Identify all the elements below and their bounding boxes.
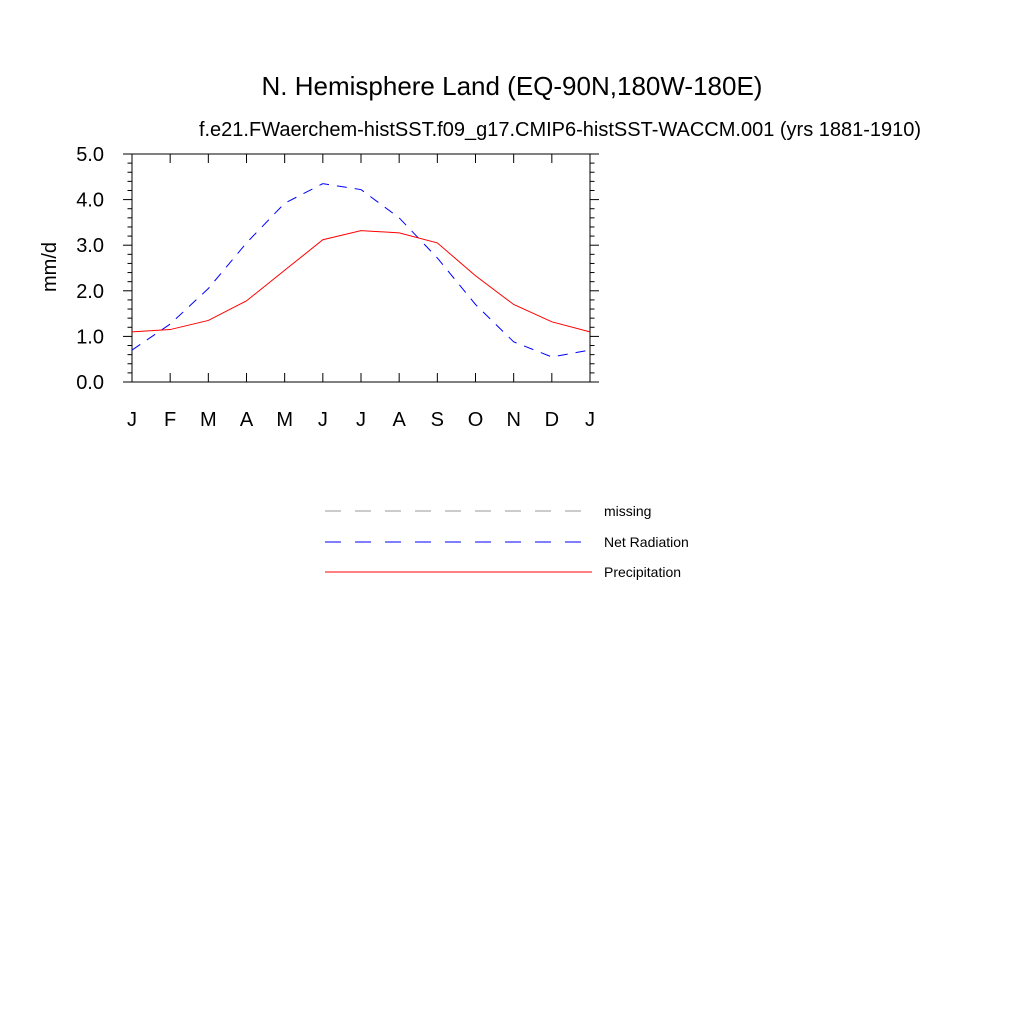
x-tick-label: N — [506, 409, 520, 431]
y-axis-label: mm/d — [39, 242, 61, 292]
x-tick-label: D — [545, 409, 559, 431]
plot-axes: J F M A M J J A S O N D J0.01.02.03.04.05.0 — [76, 144, 599, 431]
series-layer — [131, 183, 591, 358]
legend-label: missing — [604, 503, 651, 519]
x-tick-label: J — [356, 409, 366, 431]
legend-label: Net Radiation — [604, 534, 689, 550]
y-tick-label: 3.0 — [76, 235, 104, 257]
y-tick-label: 0.0 — [76, 372, 104, 394]
y-tick-label: 4.0 — [76, 190, 104, 212]
legend-label: Precipitation — [604, 564, 681, 580]
x-tick-label: A — [240, 409, 254, 431]
plot-frame — [131, 153, 591, 383]
x-tick-label: O — [468, 409, 484, 431]
x-tick-label: J — [318, 409, 328, 431]
legend: missing Net Radiation Precipitation — [325, 503, 689, 580]
x-tick-label: M — [200, 409, 217, 431]
series-line-net-radiation — [131, 183, 591, 358]
x-tick-label: M — [276, 409, 293, 431]
chart-title: N. Hemisphere Land (EQ-90N,180W-180E) — [262, 71, 763, 101]
y-tick-label: 2.0 — [76, 281, 104, 303]
x-tick-label: F — [164, 409, 176, 431]
y-tick-label: 5.0 — [76, 144, 104, 166]
x-tick-label: S — [431, 409, 444, 431]
x-tick-label: A — [392, 409, 406, 431]
x-tick-label: J — [127, 409, 137, 431]
x-tick-label: J — [585, 409, 595, 431]
y-tick-label: 1.0 — [76, 326, 104, 348]
chart-subtitle: f.e21.FWaerchem-histSST.f09_g17.CMIP6-hi… — [199, 119, 921, 141]
series-line-precipitation — [131, 230, 591, 333]
